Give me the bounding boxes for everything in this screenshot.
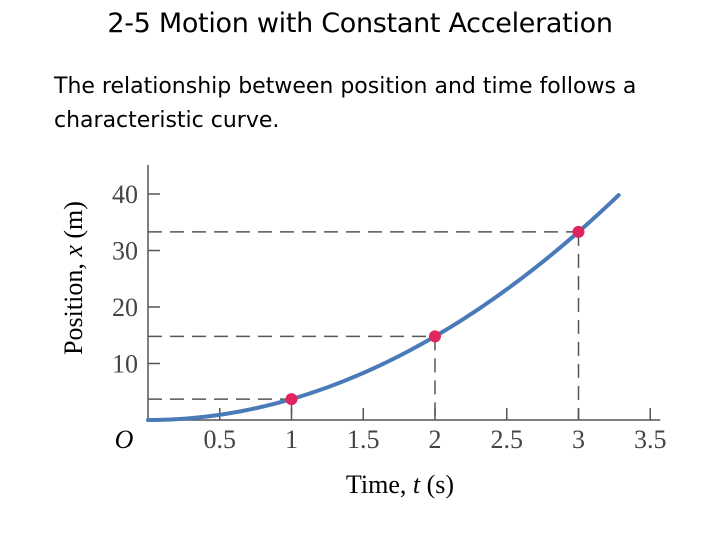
slide-body-text: The relationship between position and ti… — [54, 74, 637, 133]
x-tick-label: 1 — [285, 425, 298, 454]
data-point — [572, 225, 585, 238]
x-tick-label: 3.5 — [634, 425, 667, 454]
y-tick-label: 30 — [112, 237, 138, 266]
x-axis-label: Time, t (s) — [346, 470, 454, 499]
origin-label: O — [115, 425, 134, 454]
slide-title: 2-5 Motion with Constant Acceleration — [107, 8, 613, 39]
x-tick-label: 0.5 — [204, 425, 237, 454]
y-axis-label: Position, x (m) — [59, 201, 88, 355]
data-point — [285, 393, 298, 406]
y-tick-label: 20 — [112, 293, 138, 322]
position-curve — [146, 193, 621, 422]
curve-layer — [146, 193, 621, 422]
y-tick-label: 40 — [112, 180, 138, 209]
data-point — [429, 330, 441, 343]
data-points — [285, 225, 585, 406]
x-tick-label: 2.5 — [491, 425, 524, 454]
x-tick-label: 1.5 — [347, 425, 380, 454]
x-tick-label: 3 — [572, 425, 585, 454]
x-tick-label: 2 — [429, 425, 442, 454]
y-tick-label: 10 — [112, 350, 138, 379]
guide-lines — [148, 231, 580, 420]
axes: 0.5 1 1.5 2 2.5 3 3.5 10 20 30 40 — [112, 165, 667, 454]
